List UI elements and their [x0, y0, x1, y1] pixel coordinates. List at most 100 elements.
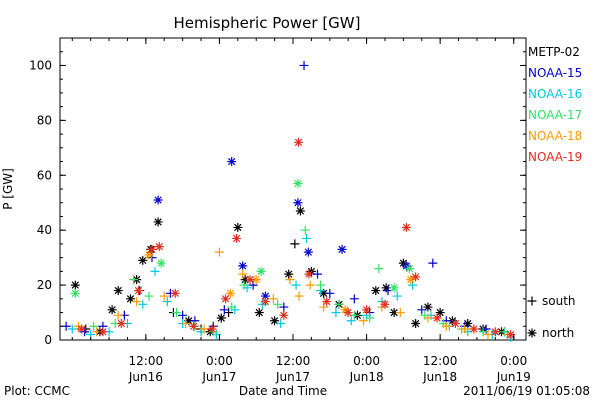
data-point-noaa-19 — [469, 324, 479, 334]
data-point-noaa-16 — [392, 291, 402, 301]
data-point-metp-02 — [184, 316, 194, 326]
data-point-noaa-15 — [178, 310, 188, 320]
data-point-noaa-15 — [279, 302, 289, 312]
y-tick-label: 20 — [37, 278, 52, 292]
data-point-noaa-19 — [154, 242, 164, 252]
y-tick-label: 40 — [37, 223, 52, 237]
data-point-metp-02 — [284, 269, 294, 279]
legend-entry-metp-02: METP-02 — [528, 45, 580, 59]
plot-credit: Plot: CCMC — [4, 384, 70, 398]
data-point-noaa-17 — [389, 283, 399, 293]
data-point-noaa-18 — [199, 324, 209, 334]
x-tick-date: Jun18 — [422, 370, 457, 384]
marker-legend-label-south: south — [542, 294, 576, 308]
data-point-metp-02 — [381, 283, 391, 293]
x-tick-time: 0:00 — [353, 354, 380, 368]
data-point-noaa-15 — [61, 321, 71, 331]
data-point-noaa-17 — [144, 291, 154, 301]
data-point-noaa-17 — [405, 264, 414, 274]
x-tick-date: Jun19 — [496, 370, 531, 384]
data-point-noaa-17 — [172, 308, 181, 318]
data-point-noaa-19 — [207, 324, 217, 334]
data-point-noaa-17 — [273, 299, 283, 309]
y-axis: 0 20 40 60 80 100 — [29, 37, 526, 347]
data-point-noaa-15 — [325, 288, 335, 298]
data-point-noaa-16 — [67, 324, 77, 334]
data-point-metp-02 — [295, 206, 305, 216]
data-point-metp-02 — [389, 308, 399, 318]
data-point-metp-02 — [216, 313, 226, 323]
data-point-noaa-18 — [225, 288, 235, 298]
data-point-metp-02 — [70, 280, 80, 290]
data-point-noaa-19 — [245, 275, 255, 285]
y-axis-label: P [GW] — [1, 168, 15, 210]
data-point-noaa-15 — [299, 60, 309, 70]
data-point-noaa-19 — [294, 137, 304, 147]
legend-entry-noaa-15: NOAA-15 — [528, 66, 582, 80]
data-point-metp-02 — [463, 319, 473, 329]
data-point-noaa-15 — [153, 195, 163, 205]
data-point-noaa-18 — [423, 313, 433, 323]
data-point-noaa-17 — [129, 275, 139, 285]
data-point-noaa-18 — [251, 275, 261, 285]
data-point-noaa-17 — [256, 266, 266, 276]
data-point-metp-02 — [371, 286, 381, 296]
legend-entry-noaa-16: NOAA-16 — [528, 87, 582, 101]
y-tick-label: 80 — [37, 113, 52, 127]
data-point-noaa-16 — [150, 266, 160, 276]
y-tick-label: 100 — [29, 58, 52, 72]
legend-entry-noaa-19: NOAA-19 — [528, 150, 582, 164]
data-point-noaa-19 — [232, 233, 242, 243]
data-point-noaa-15 — [219, 305, 229, 315]
data-point-noaa-17 — [70, 288, 80, 298]
data-point-noaa-19 — [506, 330, 516, 340]
y-tick-label: 0 — [44, 333, 52, 347]
data-point-noaa-17 — [478, 327, 488, 337]
data-point-noaa-15 — [260, 291, 270, 301]
x-axis: 12:00 Jun16 0:00 Jun17 12:00 Jun17 0:00 Jun18 12… — [71, 38, 531, 384]
data-point-noaa-16 — [346, 316, 356, 326]
data-point-noaa-18 — [460, 324, 470, 334]
data-point-noaa-19 — [279, 310, 289, 320]
scatter-marks — [61, 60, 516, 342]
data-point-noaa-17 — [334, 299, 344, 309]
data-point-noaa-19 — [260, 297, 270, 307]
x-tick-time: 12:00 — [129, 354, 164, 368]
legend-entry-noaa-17: NOAA-17 — [528, 108, 582, 122]
legend-entry-noaa-18: NOAA-18 — [528, 129, 582, 143]
x-tick-time: 12:00 — [423, 354, 458, 368]
x-tick-time: 12:00 — [276, 354, 311, 368]
data-point-noaa-18 — [113, 310, 123, 320]
data-point-metp-02 — [113, 286, 123, 296]
marker-legend: south north — [527, 294, 576, 340]
data-point-metp-02 — [435, 308, 445, 318]
data-point-noaa-19 — [343, 308, 353, 318]
data-point-noaa-17 — [316, 280, 326, 290]
data-point-noaa-19 — [98, 327, 108, 337]
plot-frame — [59, 37, 527, 341]
data-point-noaa-16 — [162, 297, 172, 307]
data-point-noaa-19 — [450, 319, 460, 329]
data-point-noaa-18 — [294, 291, 304, 301]
series-legend: METP-02 NOAA-15 NOAA-16 NOAA-17 NOAA-18 NOAA-… — [528, 45, 582, 164]
x-tick-date: Jun18 — [349, 370, 384, 384]
data-point-noaa-18 — [441, 321, 451, 331]
data-point-noaa-18 — [305, 280, 315, 290]
data-point-metp-02 — [319, 288, 329, 298]
data-point-noaa-19 — [76, 324, 86, 334]
data-point-noaa-16 — [291, 280, 301, 290]
data-point-noaa-18 — [132, 297, 142, 307]
data-point-noaa-18 — [359, 316, 369, 326]
marker-legend-symbol-north — [527, 328, 537, 338]
x-tick-time: 0:00 — [500, 354, 527, 368]
plot-timestamp: 2011/06/19 01:05:08 — [463, 384, 590, 398]
data-point-noaa-15 — [227, 157, 237, 167]
data-point-noaa-18 — [238, 269, 248, 279]
data-point-noaa-19 — [221, 294, 231, 304]
data-point-noaa-19 — [362, 305, 372, 315]
data-point-noaa-15 — [349, 294, 359, 304]
marker-legend-label-north: north — [542, 326, 574, 340]
data-point-noaa-16 — [276, 319, 286, 329]
x-tick-date: Jun17 — [275, 370, 310, 384]
